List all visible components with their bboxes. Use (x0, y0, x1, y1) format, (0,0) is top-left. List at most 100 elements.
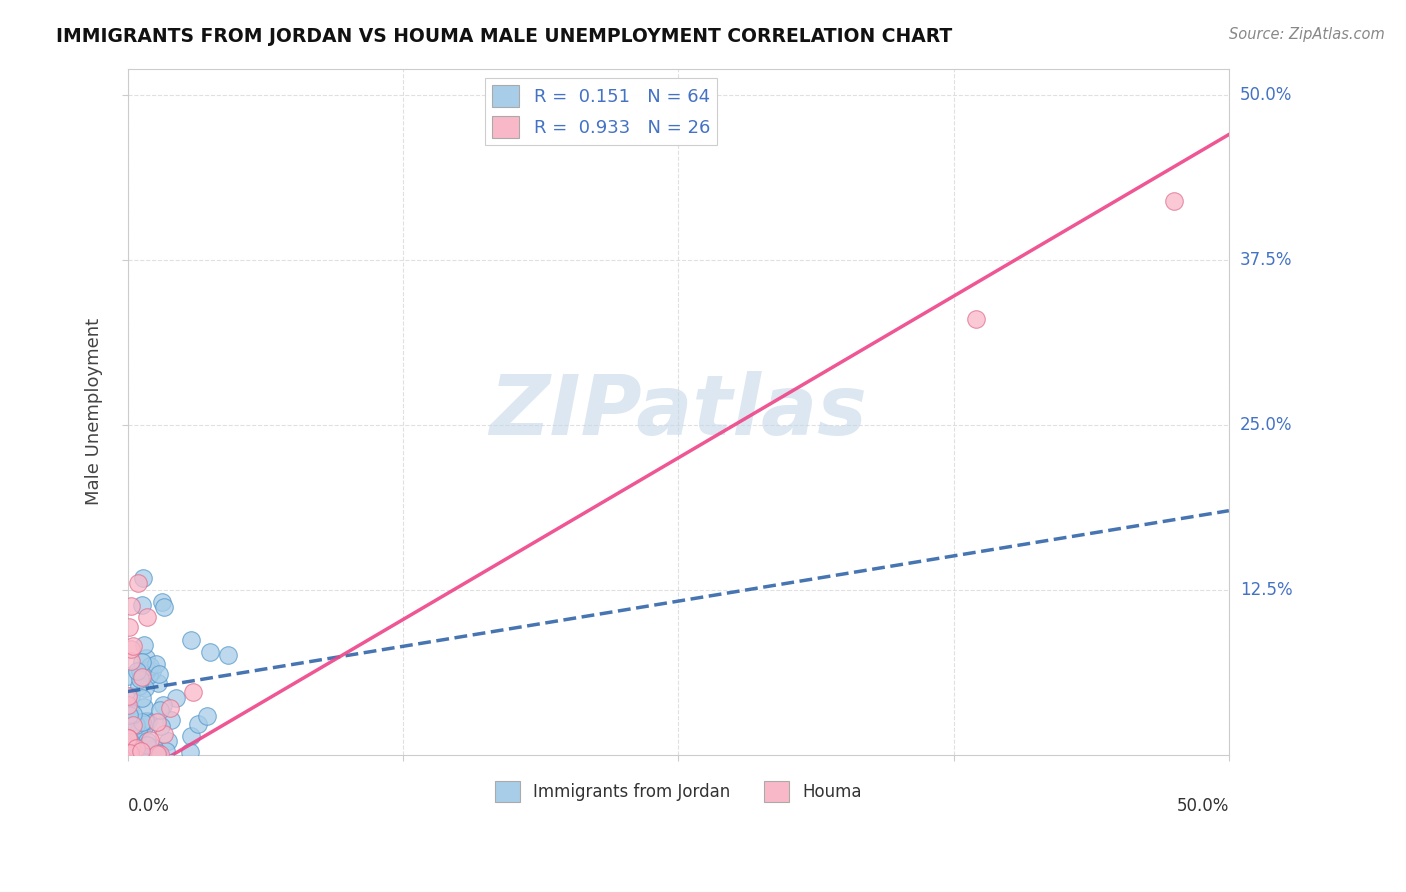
Point (153, 600, 176, 615)
Point (149, 703, 172, 717)
Text: ZIPatlas: ZIPatlas (489, 371, 868, 452)
Point (134, 714, 156, 728)
Point (131, 691, 153, 706)
Point (180, 729, 202, 743)
Point (1163, 194, 1185, 208)
Point (118, 725, 141, 739)
Text: 50.0%: 50.0% (1177, 797, 1229, 814)
Point (134, 681, 156, 696)
Text: IMMIGRANTS FROM JORDAN VS HOUMA MALE UNEMPLOYMENT CORRELATION CHART: IMMIGRANTS FROM JORDAN VS HOUMA MALE UNE… (56, 27, 952, 45)
Legend: Immigrants from Jordan, Houma: Immigrants from Jordan, Houma (488, 774, 869, 808)
Point (136, 663, 159, 677)
Point (150, 595, 173, 609)
Point (134, 638, 156, 652)
Point (146, 676, 169, 690)
Point (117, 689, 139, 703)
Point (125, 718, 148, 732)
Point (146, 746, 169, 760)
Point (124, 715, 146, 730)
Point (128, 673, 150, 687)
Point (120, 654, 142, 668)
Point (121, 706, 143, 721)
Text: 0.0%: 0.0% (128, 797, 170, 814)
Point (131, 598, 153, 612)
Point (187, 716, 209, 731)
Point (117, 669, 139, 683)
Point (152, 698, 174, 713)
Point (117, 731, 139, 746)
Point (129, 744, 152, 758)
Point (132, 571, 155, 585)
Point (965, 312, 987, 326)
Point (132, 720, 155, 734)
Point (149, 747, 172, 762)
Point (217, 648, 239, 663)
Point (135, 650, 157, 665)
Point (118, 707, 141, 722)
Point (180, 632, 202, 647)
Point (145, 747, 167, 761)
Point (132, 699, 155, 714)
Point (122, 739, 145, 753)
Y-axis label: Male Unemployment: Male Unemployment (86, 318, 103, 505)
Point (117, 740, 139, 755)
Point (136, 714, 159, 728)
Point (128, 679, 150, 693)
Point (132, 747, 155, 762)
Point (124, 741, 146, 756)
Text: Source: ZipAtlas.com: Source: ZipAtlas.com (1229, 27, 1385, 42)
Point (131, 655, 153, 669)
Point (145, 657, 167, 671)
Point (120, 641, 142, 656)
Point (117, 698, 139, 713)
Point (117, 731, 139, 745)
Point (135, 714, 157, 729)
Point (122, 639, 145, 653)
Point (139, 733, 162, 747)
Point (153, 726, 176, 740)
Point (120, 746, 142, 760)
Point (198, 645, 221, 659)
Point (181, 685, 204, 699)
Point (127, 664, 149, 678)
Point (165, 691, 187, 706)
Point (129, 664, 152, 678)
Point (118, 700, 141, 714)
Text: 12.5%: 12.5% (1240, 581, 1292, 599)
Point (156, 733, 179, 747)
Point (127, 576, 149, 591)
Point (120, 689, 142, 703)
Point (120, 734, 142, 748)
Point (179, 745, 201, 759)
Point (128, 739, 150, 754)
Point (125, 727, 148, 741)
Point (118, 740, 141, 755)
Point (122, 731, 145, 745)
Point (129, 740, 152, 755)
Point (148, 667, 170, 681)
Point (120, 740, 142, 755)
Point (125, 728, 148, 742)
Point (122, 718, 145, 732)
Point (145, 715, 167, 730)
Text: 50.0%: 50.0% (1240, 86, 1292, 104)
Point (159, 713, 181, 727)
Point (131, 714, 153, 729)
Point (135, 610, 157, 624)
Point (146, 746, 169, 760)
Point (150, 719, 173, 733)
Point (141, 664, 163, 678)
Point (121, 599, 143, 613)
Point (131, 670, 153, 684)
Point (143, 740, 166, 755)
Text: 25.0%: 25.0% (1240, 416, 1292, 434)
Point (139, 659, 162, 673)
Point (136, 738, 159, 752)
Point (195, 709, 218, 723)
Point (159, 700, 181, 714)
Point (127, 724, 149, 739)
Text: 37.5%: 37.5% (1240, 251, 1292, 268)
Point (136, 734, 159, 748)
Point (118, 620, 141, 634)
Point (138, 668, 160, 682)
